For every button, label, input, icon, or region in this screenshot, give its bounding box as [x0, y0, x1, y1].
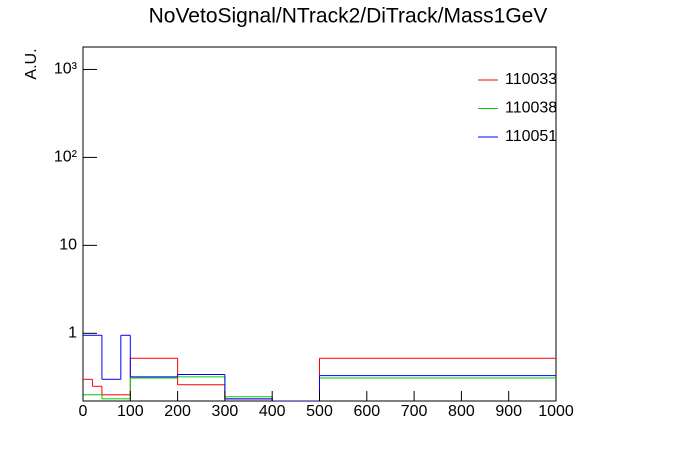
x-tick-label: 1000 — [538, 403, 574, 420]
y-tick-label: 10 — [59, 237, 77, 254]
legend-label: 110051 — [505, 128, 557, 145]
x-tick-label: 900 — [495, 403, 522, 420]
x-tick-label: 300 — [212, 403, 239, 420]
x-tick-label: 200 — [164, 403, 191, 420]
x-tick-label: 100 — [117, 403, 144, 420]
x-tick-label: 800 — [448, 403, 475, 420]
x-tick-label: 400 — [259, 403, 286, 420]
chart-title: NoVetoSignal/NTrack2/DiTrack/Mass1GeV — [149, 5, 548, 28]
y-tick-label: 10³ — [54, 61, 78, 78]
plot-area — [83, 334, 556, 401]
x-tick-label: 600 — [353, 403, 380, 420]
y-axis-label: A.U. — [23, 48, 40, 79]
x-tick-label: 0 — [79, 403, 88, 420]
legend-label: 110038 — [505, 100, 557, 117]
x-tick-label: 500 — [306, 403, 333, 420]
x-tick-label: 700 — [401, 403, 428, 420]
y-tick-label: 10² — [54, 149, 78, 166]
y-tick-label: 1 — [68, 325, 77, 342]
plot-frame — [82, 46, 557, 402]
legend-label: 110033 — [505, 71, 557, 88]
